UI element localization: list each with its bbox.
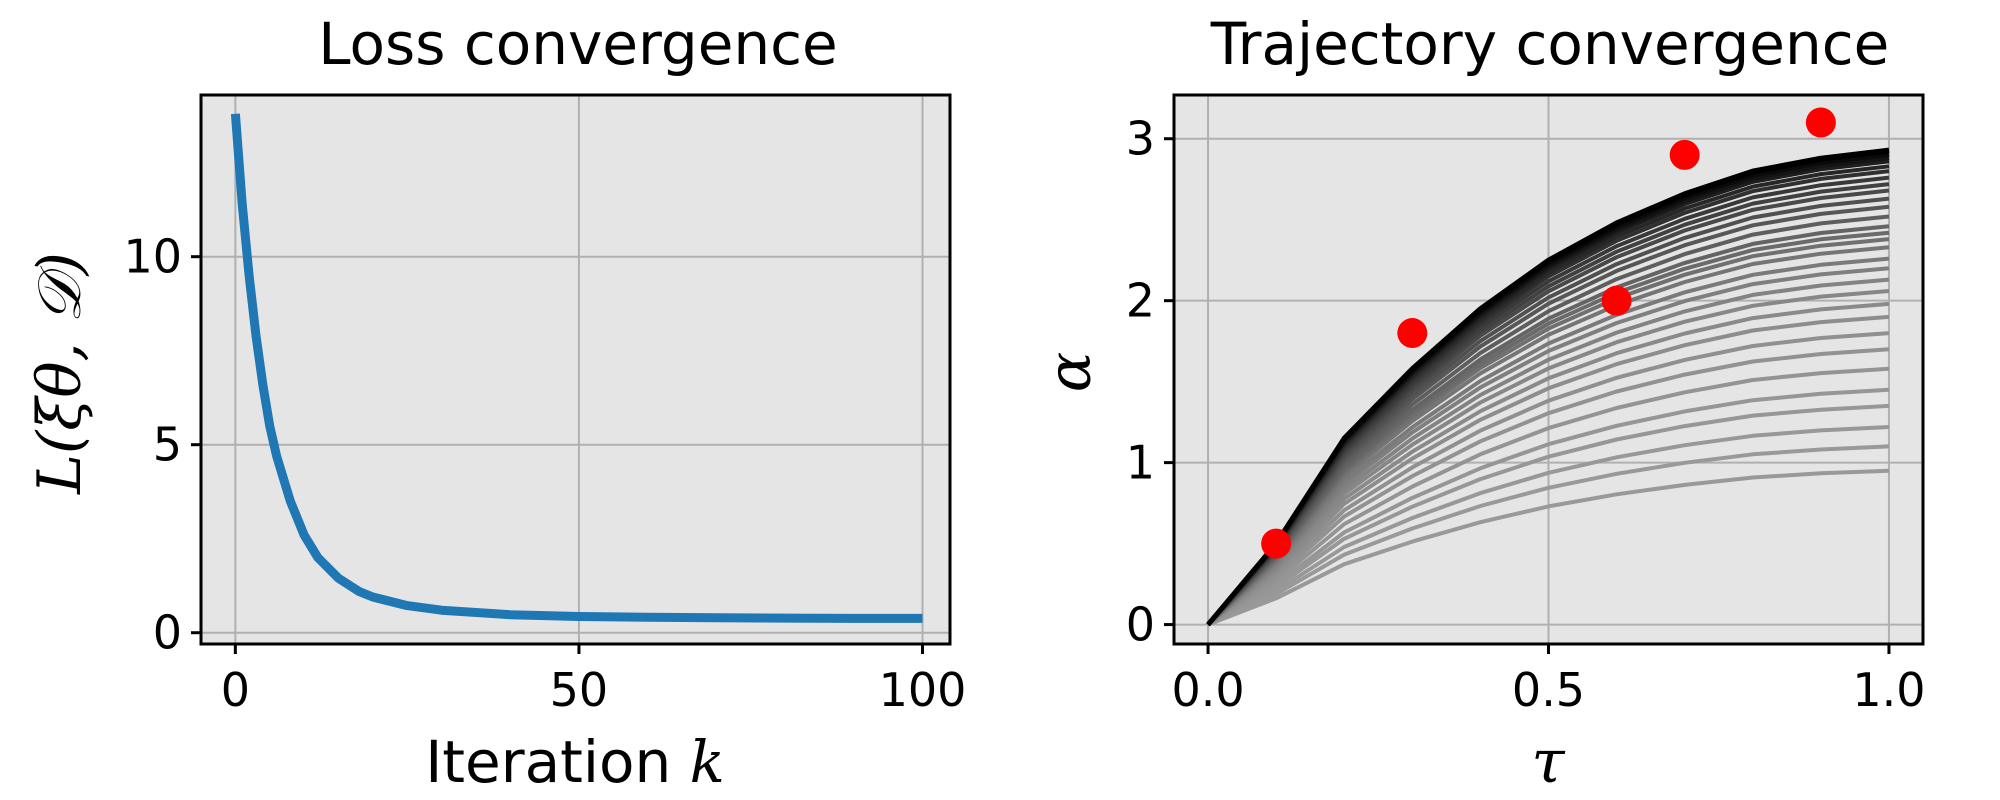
iterate-trajectory: [1206, 289, 1890, 627]
trajectory-chart: Trajectory convergence 0.0 0.5 1.0 0 1 2…: [1035, 10, 1926, 797]
iterate-trajectory: [1206, 331, 1890, 627]
loss-x-tick-label: 50: [550, 663, 609, 717]
loss-x-tick-label: 100: [879, 663, 967, 717]
data-point: [1669, 139, 1700, 170]
loss-lines: [230, 113, 923, 623]
loss-x-axis-label: Iteration k: [425, 728, 725, 796]
final-trajectory: [1206, 147, 1890, 627]
trajectory-x-axis-label: τ: [1531, 727, 1565, 797]
trajectory-x-tick-label: 0.5: [1512, 663, 1585, 717]
loss-y-tick-label: 0: [153, 606, 182, 660]
data-point: [1601, 285, 1632, 316]
loss-curve: [230, 113, 923, 623]
loss-y-axis-label: L(ξθ, 𝒟): [25, 252, 95, 495]
loss-x-tick-label: 0: [221, 663, 250, 717]
loss-chart-title: Loss convergence: [318, 10, 837, 78]
data-point: [1805, 107, 1836, 138]
trajectory-y-tick-label: 1: [1126, 436, 1155, 490]
trajectory-y-axis-label: α: [1035, 352, 1105, 393]
iterate-trajectory: [1206, 366, 1890, 627]
data-point: [1261, 528, 1292, 559]
loss-plot-frame: [199, 93, 952, 646]
trajectory-data-points: [1261, 107, 1836, 559]
iterate-trajectory: [1207, 425, 1890, 627]
iterate-trajectory: [1207, 468, 1890, 627]
loss-x-ticks: 0 50 100: [221, 663, 967, 717]
data-point: [1397, 318, 1428, 349]
iterate-trajectory: [1206, 277, 1890, 627]
loss-x-axis-label-text: Iteration: [425, 728, 689, 796]
loss-y-tick-label: 10: [123, 230, 182, 284]
trajectory-x-tick-label: 0.0: [1171, 663, 1244, 717]
iterate-trajectory: [1206, 347, 1890, 627]
trajectory-y-tick-label: 3: [1126, 112, 1155, 166]
iterate-trajectory: [1207, 444, 1890, 627]
trajectory-x-ticks: 0.0 0.5 1.0: [1171, 663, 1925, 717]
iterate-trajectory: [1207, 403, 1890, 627]
iterate-trajectory: [1206, 314, 1890, 627]
loss-plot-area: [201, 95, 950, 644]
trajectory-y-tick-label: 2: [1126, 274, 1155, 328]
trajectory-y-tick-label: 0: [1126, 598, 1155, 652]
trajectory-lines: [1206, 147, 1890, 627]
iterate-trajectory: [1206, 301, 1890, 627]
loss-y-ticks: 0 5 10: [123, 230, 182, 660]
trajectory-chart-title: Trajectory convergence: [1210, 10, 1890, 78]
iterate-trajectory: [1206, 387, 1890, 627]
iterate-trajectory: [1206, 256, 1890, 627]
trajectory-y-ticks: 0 1 2 3: [1126, 112, 1155, 652]
loss-x-axis-label-var: k: [690, 728, 725, 796]
loss-chart: Loss convergence 0 50 100 0 5 10 Iterati…: [25, 10, 966, 796]
loss-grid: [201, 95, 950, 644]
trajectory-x-tick-label: 1.0: [1852, 663, 1925, 717]
loss-y-tick-label: 5: [153, 418, 182, 472]
